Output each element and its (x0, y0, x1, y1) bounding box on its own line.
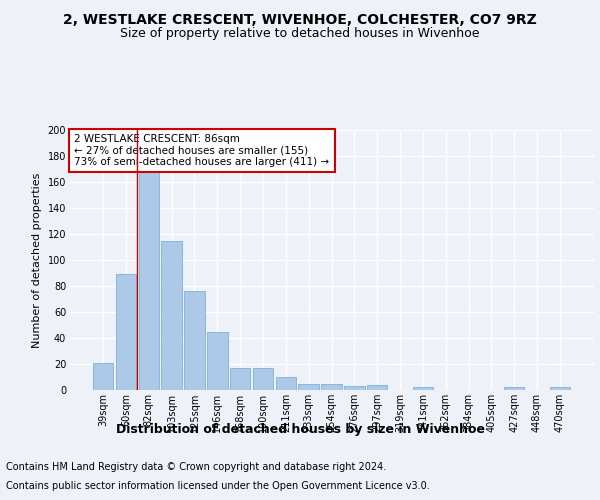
Bar (504, 388, 524, 390)
Bar (184, 291, 205, 390)
Text: Distribution of detached houses by size in Wivenhoe: Distribution of detached houses by size … (115, 422, 485, 436)
Bar (298, 384, 319, 390)
Bar (321, 384, 342, 390)
Text: Contains HM Land Registry data © Crown copyright and database right 2024.: Contains HM Land Registry data © Crown c… (6, 462, 386, 472)
Bar (413, 388, 433, 390)
Bar (207, 332, 227, 390)
Text: Contains public sector information licensed under the Open Government Licence v3: Contains public sector information licen… (6, 481, 430, 491)
Text: 2, WESTLAKE CRESCENT, WIVENHOE, COLCHESTER, CO7 9RZ: 2, WESTLAKE CRESCENT, WIVENHOE, COLCHEST… (63, 12, 537, 26)
Bar (367, 385, 388, 390)
Bar (230, 368, 250, 390)
Bar (253, 368, 273, 390)
Bar (139, 172, 159, 390)
Bar (344, 386, 365, 390)
Text: 2 WESTLAKE CRESCENT: 86sqm
← 27% of detached houses are smaller (155)
73% of sem: 2 WESTLAKE CRESCENT: 86sqm ← 27% of deta… (74, 134, 329, 167)
Text: Size of property relative to detached houses in Wivenhoe: Size of property relative to detached ho… (120, 28, 480, 40)
Bar (275, 377, 296, 390)
Bar (550, 388, 570, 390)
Bar (93, 362, 113, 390)
Bar (161, 240, 182, 390)
Y-axis label: Number of detached properties: Number of detached properties (32, 172, 42, 348)
Bar (116, 274, 136, 390)
